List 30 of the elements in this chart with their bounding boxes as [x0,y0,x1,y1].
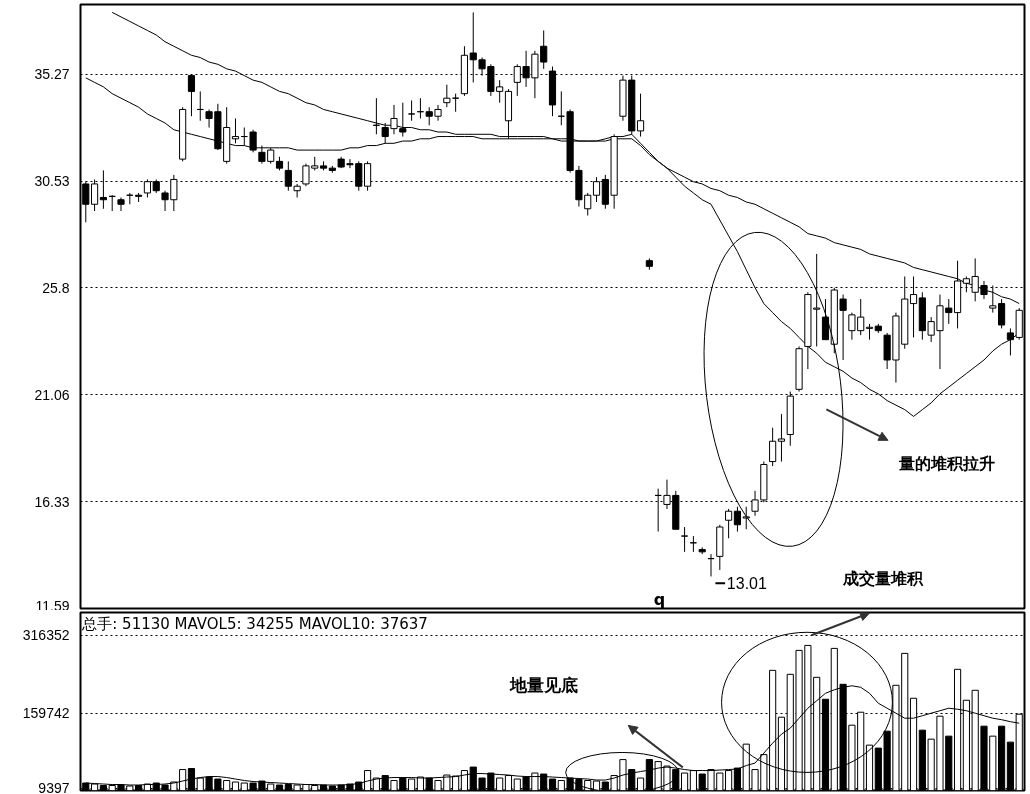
candlestick [681,526,689,553]
candlestick [909,275,918,338]
y-tick-label: 159742 [22,705,70,722]
annotation: 量的堆积拉升 [898,454,996,474]
y-tick-label: 9397 [38,780,70,794]
candlestick [777,413,786,463]
candlestick [443,84,451,108]
annotation: 成交量堆积 [842,569,925,589]
y-tick-label: 16.33 [34,493,70,510]
candlestick [751,490,759,517]
candlestick [231,117,240,144]
y-tick-label: 21.06 [34,386,70,403]
candlestick [117,196,125,212]
candlestick [408,99,416,122]
annotation: 13.01 [726,575,767,593]
annotation: 地量见底 [509,675,579,696]
y-tick-label: 30.53 [34,173,70,190]
candlestick [725,508,733,539]
y-tick-label: 11.59 [35,597,70,614]
candlestick [769,427,777,467]
candlestick [99,169,107,210]
annotation: 总手: 51130 MAVOL5: 34255 MAVOL10: 37637 [81,614,428,633]
candlestick [249,129,257,153]
y-tick-label: 35.27 [34,66,70,83]
y-tick-label: 316352 [22,627,70,644]
candlestick [592,176,601,203]
annotation: q [653,589,666,609]
y-tick-label: 25.8 [42,279,70,296]
candlestick [636,93,645,138]
candlestick [821,298,830,341]
